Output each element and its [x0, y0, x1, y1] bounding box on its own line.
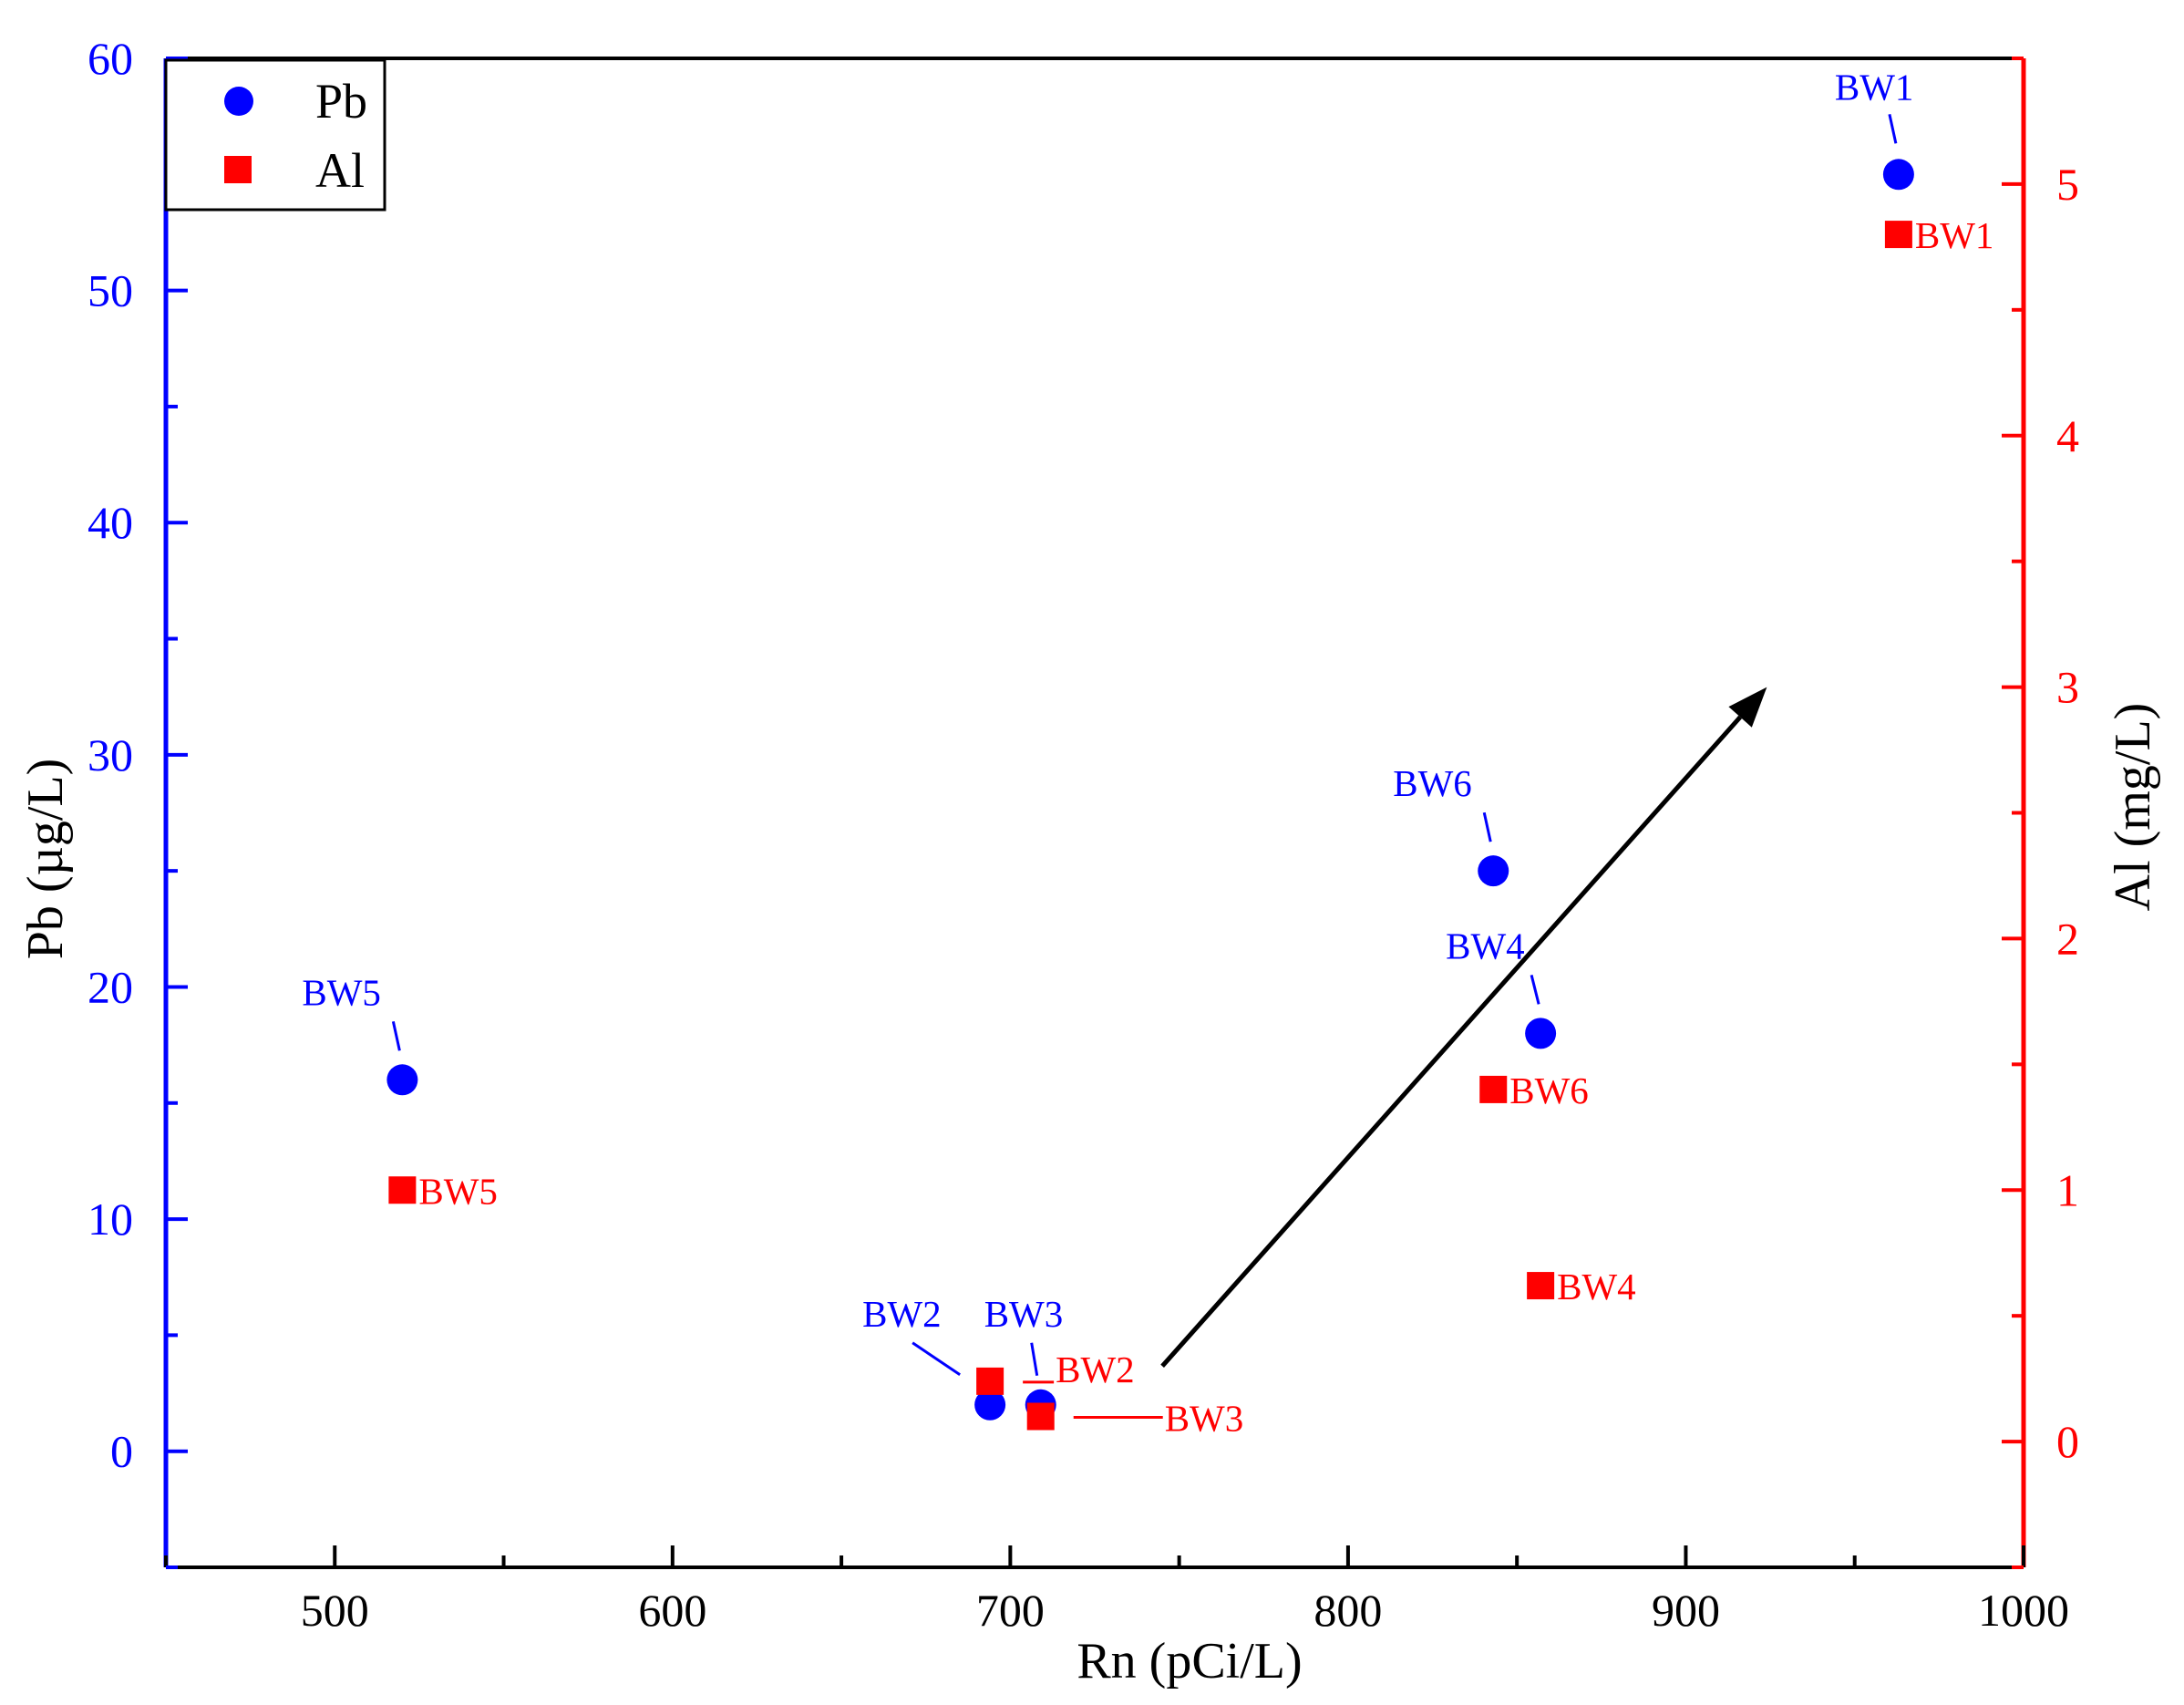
pb-label-leader [912, 1341, 961, 1377]
al-point-bw5 [388, 1176, 417, 1204]
trend-arrow-line [1160, 715, 1742, 1368]
al-point-bw4 [1527, 1272, 1555, 1300]
left-y-tick-label: 60 [88, 33, 133, 84]
al-label-bw6: BW6 [1509, 1070, 1589, 1111]
left-y-tick-label: 10 [88, 1194, 133, 1245]
al-label-bw1: BW1 [1915, 214, 1994, 256]
pb-label-leader [391, 1020, 401, 1051]
right-y-tick-label: 2 [2056, 913, 2079, 964]
al-label-bw3: BW3 [1165, 1398, 1244, 1440]
x-tick-label: 1000 [1978, 1585, 2069, 1636]
al-point-bw1 [1884, 221, 1912, 249]
legend-pb-label: Pb [315, 74, 367, 129]
pb-point-bw5 [386, 1064, 418, 1096]
pb-label-leader [1482, 811, 1492, 842]
pb-point-bw2 [974, 1389, 1006, 1421]
al-label-bw4: BW4 [1557, 1266, 1636, 1307]
x-tick-label: 600 [638, 1585, 706, 1636]
annotation-layer [1160, 687, 1767, 1368]
axis-titles: Rn (pCi/L) Pb (µg/L) Al (mg/L) [17, 703, 2161, 1690]
legend: Pb Al [164, 58, 386, 212]
pb-label-leader [1888, 113, 1898, 144]
pb-label-leader [1530, 975, 1540, 1005]
right-y-tick-label: 3 [2056, 662, 2079, 713]
al-label-bw5: BW5 [418, 1170, 498, 1212]
right-y-tick-label: 1 [2056, 1164, 2079, 1215]
pb-label-bw6: BW6 [1393, 762, 1472, 804]
x-axis-title: Rn (pCi/L) [1077, 1633, 1302, 1690]
legend-al-label: Al [315, 143, 365, 198]
x-tick-label: 700 [976, 1585, 1045, 1636]
pb-point-bw4 [1525, 1018, 1557, 1049]
right-y-tick-label: 4 [2056, 410, 2079, 461]
right-y-tick-label: 0 [2056, 1416, 2079, 1467]
pb-label-bw2: BW2 [862, 1293, 942, 1335]
pb-label-bw5: BW5 [302, 971, 381, 1013]
legend-al-marker [224, 156, 252, 183]
left-y-tick-label: 30 [88, 729, 133, 780]
right-y-tick-label: 5 [2056, 159, 2079, 210]
left-y-tick-label: 0 [110, 1426, 133, 1477]
right-y-axis-title: Al (mg/L) [2105, 703, 2161, 912]
pb-label-leader [1030, 1342, 1039, 1377]
x-tick-label: 800 [1313, 1585, 1382, 1636]
left-y-tick-label: 20 [88, 961, 133, 1012]
pb-label-bw1: BW1 [1835, 66, 1914, 108]
al-point-bw2 [976, 1367, 1004, 1395]
x-tick-label: 900 [1652, 1585, 1720, 1636]
data-marks [386, 159, 1914, 1431]
point-labels: BW1 BW2 BW3 BW4 BW5 BW6 BW1 BW2 BW3 BW4 BW5 BW6 [302, 66, 1993, 1439]
left-y-tick-label: 40 [88, 497, 133, 548]
trend-arrow-head [1728, 687, 1767, 728]
pb-point-bw6 [1478, 855, 1509, 887]
left-y-axis-title: Pb (µg/L) [17, 759, 74, 959]
x-tick-label: 500 [301, 1585, 369, 1636]
legend-pb-marker [224, 87, 253, 116]
pb-point-bw1 [1882, 159, 1914, 191]
pb-label-bw3: BW3 [984, 1293, 1064, 1335]
pb-label-bw4: BW4 [1446, 925, 1525, 966]
al-point-bw3 [1026, 1402, 1055, 1431]
al-label-bw2: BW2 [1056, 1348, 1135, 1390]
legend-box [164, 58, 386, 212]
al-point-bw6 [1479, 1075, 1508, 1103]
left-y-tick-label: 50 [88, 265, 133, 316]
